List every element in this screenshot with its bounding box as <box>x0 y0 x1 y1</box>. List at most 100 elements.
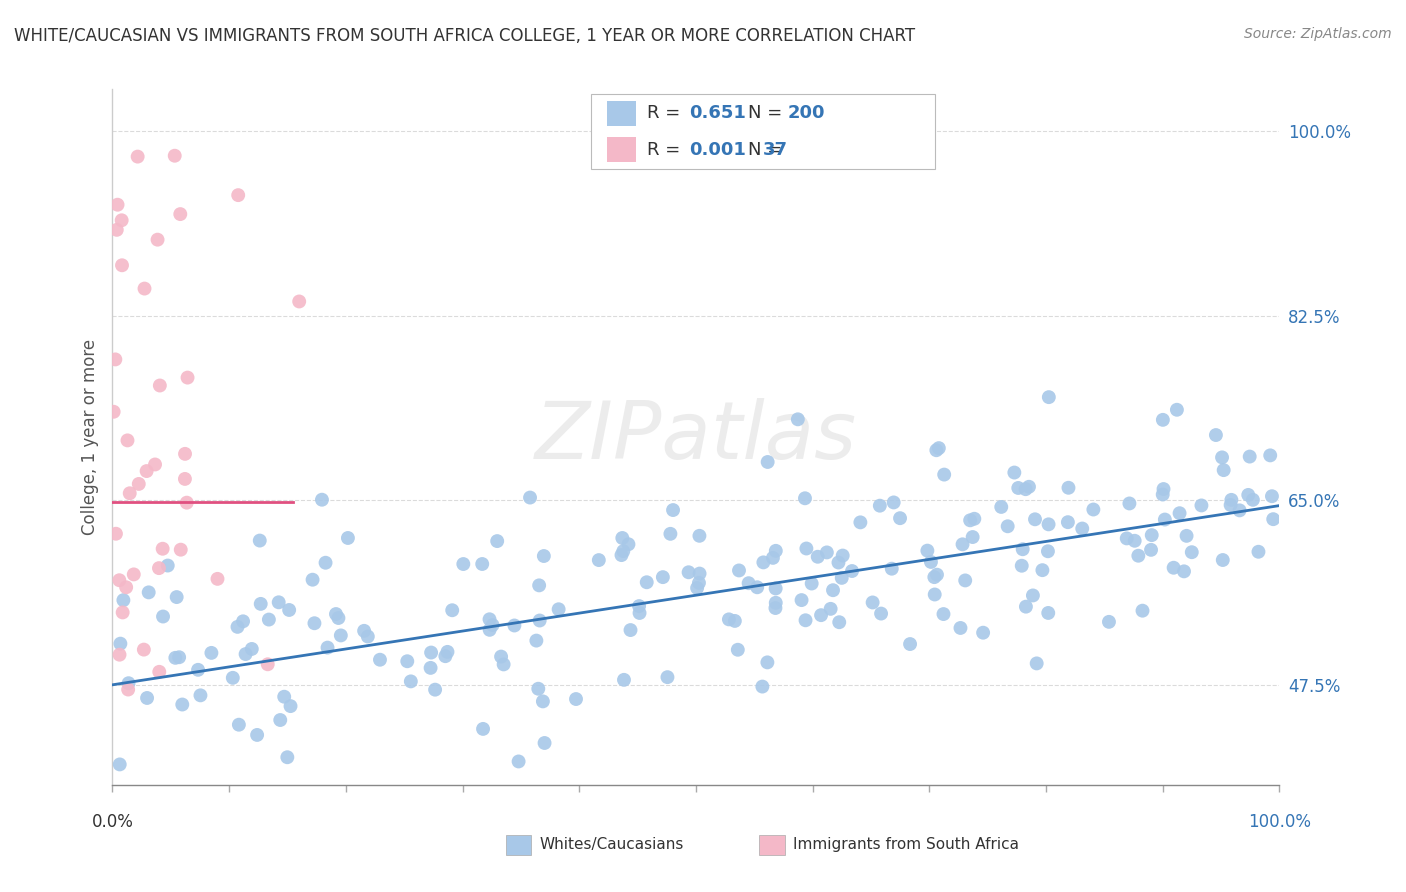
Point <box>752 555 775 569</box>
Point <box>232 615 254 629</box>
Text: 100.0%: 100.0% <box>1249 813 1310 830</box>
Point <box>138 585 160 599</box>
Point <box>924 570 946 584</box>
Point <box>1002 466 1025 480</box>
Point <box>135 464 157 478</box>
Point <box>508 755 530 769</box>
Point <box>1168 506 1191 520</box>
Point <box>925 443 948 458</box>
Point <box>471 557 494 571</box>
Point <box>688 529 710 543</box>
Point <box>997 519 1019 533</box>
Text: 0.651: 0.651 <box>689 104 745 122</box>
Point <box>187 663 209 677</box>
Point <box>612 544 634 558</box>
Point <box>315 556 337 570</box>
Point <box>849 516 872 530</box>
Point <box>527 681 550 696</box>
Point <box>249 533 271 548</box>
Text: Whites/Caucasians: Whites/Caucasians <box>540 838 685 852</box>
Point <box>1128 549 1150 563</box>
Point <box>925 567 948 582</box>
Point <box>786 412 808 426</box>
Point <box>1014 482 1036 496</box>
Point <box>169 207 191 221</box>
Point <box>815 545 838 559</box>
Point <box>1191 499 1213 513</box>
Point <box>152 609 174 624</box>
Point <box>128 477 150 491</box>
Point <box>751 680 773 694</box>
Point <box>898 637 921 651</box>
Point <box>489 649 512 664</box>
Point <box>249 597 271 611</box>
Point <box>503 618 526 632</box>
Point <box>336 531 359 545</box>
Point <box>325 607 347 621</box>
Point <box>117 682 139 697</box>
Point <box>613 673 636 687</box>
Point <box>756 656 779 670</box>
Point <box>689 566 711 581</box>
Point <box>170 542 193 557</box>
Point <box>686 581 709 595</box>
Point <box>972 625 994 640</box>
Point <box>533 549 555 563</box>
Point <box>962 530 984 544</box>
Point <box>257 613 280 627</box>
Point <box>820 602 842 616</box>
Point <box>963 512 986 526</box>
Point <box>240 642 263 657</box>
Point <box>1098 615 1121 629</box>
Point <box>166 590 188 604</box>
Point <box>1083 502 1105 516</box>
Point <box>1036 544 1059 558</box>
Point <box>167 650 190 665</box>
Point <box>1166 402 1188 417</box>
Point <box>610 548 633 562</box>
Point <box>917 543 939 558</box>
Point <box>1022 589 1045 603</box>
Text: 200: 200 <box>787 104 825 122</box>
Point <box>492 657 515 672</box>
Point <box>924 587 946 601</box>
Point <box>841 564 863 578</box>
Point <box>612 531 634 545</box>
Point <box>869 499 891 513</box>
Point <box>1038 517 1060 532</box>
Point <box>478 623 501 637</box>
Y-axis label: College, 1 year or more: College, 1 year or more <box>80 339 98 535</box>
Point <box>436 645 458 659</box>
Point <box>148 665 170 679</box>
Point <box>104 352 127 367</box>
Text: ZIPatlas: ZIPatlas <box>534 398 858 476</box>
Point <box>531 694 554 708</box>
Point <box>1038 390 1060 404</box>
Point <box>796 541 818 556</box>
Point <box>1018 480 1040 494</box>
Point <box>165 650 187 665</box>
Point <box>103 405 125 419</box>
Point <box>527 578 550 592</box>
Point <box>651 570 673 584</box>
Point <box>727 642 749 657</box>
Point <box>952 537 974 551</box>
Point <box>200 646 222 660</box>
Point <box>1123 533 1146 548</box>
Point <box>529 614 551 628</box>
Point <box>920 555 942 569</box>
Point <box>478 612 501 626</box>
Point <box>172 698 194 712</box>
Point <box>127 150 149 164</box>
Point <box>533 736 555 750</box>
Point <box>328 611 350 625</box>
Point <box>762 550 785 565</box>
Point <box>828 615 851 630</box>
Point <box>104 526 127 541</box>
Point <box>174 447 197 461</box>
Point <box>176 496 198 510</box>
Point <box>105 223 128 237</box>
Point <box>831 549 853 563</box>
Point <box>423 682 446 697</box>
Point <box>1219 498 1241 512</box>
